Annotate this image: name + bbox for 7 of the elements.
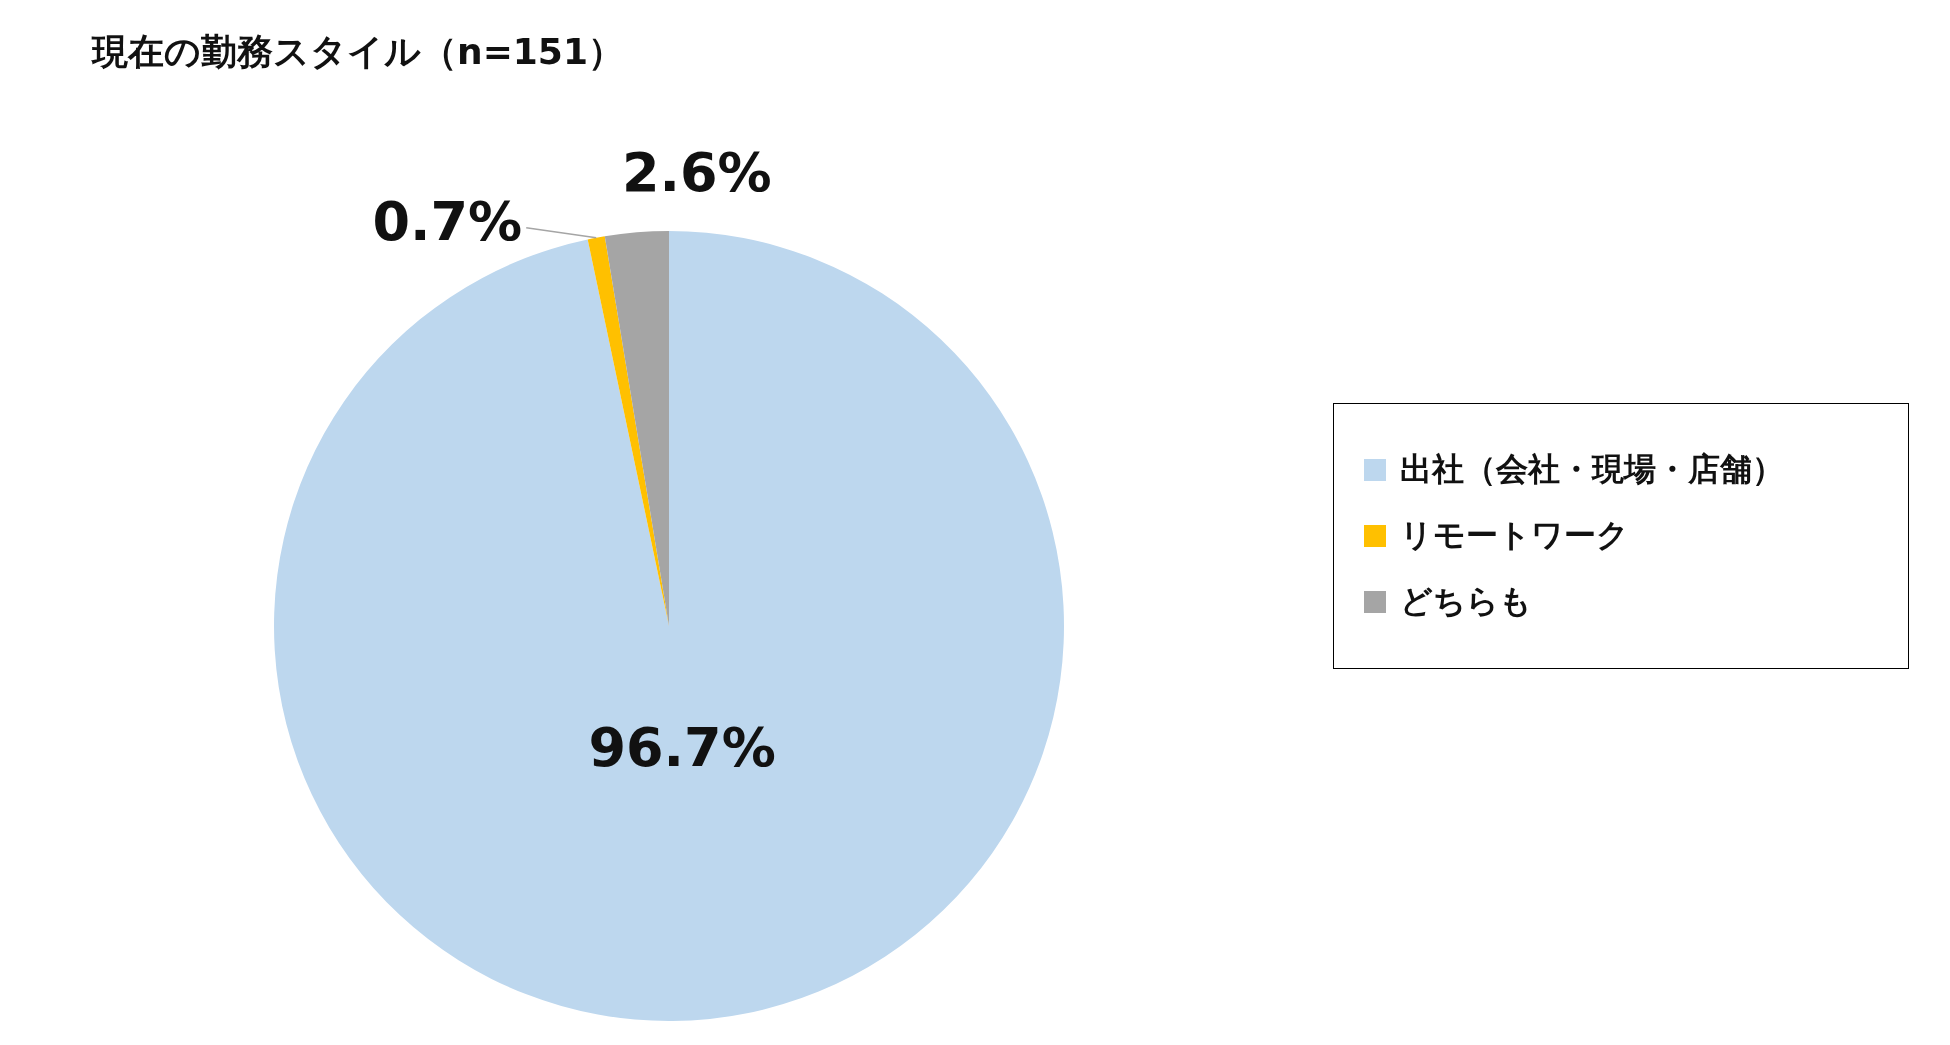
chart-title: 現在の勤務スタイル（n=151） (92, 30, 624, 74)
legend-label: どちらも (1400, 581, 1532, 622)
data-label: 96.7% (588, 715, 776, 779)
data-label: 0.7% (372, 189, 523, 253)
data-label: 2.6% (621, 141, 772, 205)
legend-label: リモートワーク (1400, 515, 1629, 556)
legend-label: 出社（会社・現場・店舗） (1400, 449, 1784, 490)
